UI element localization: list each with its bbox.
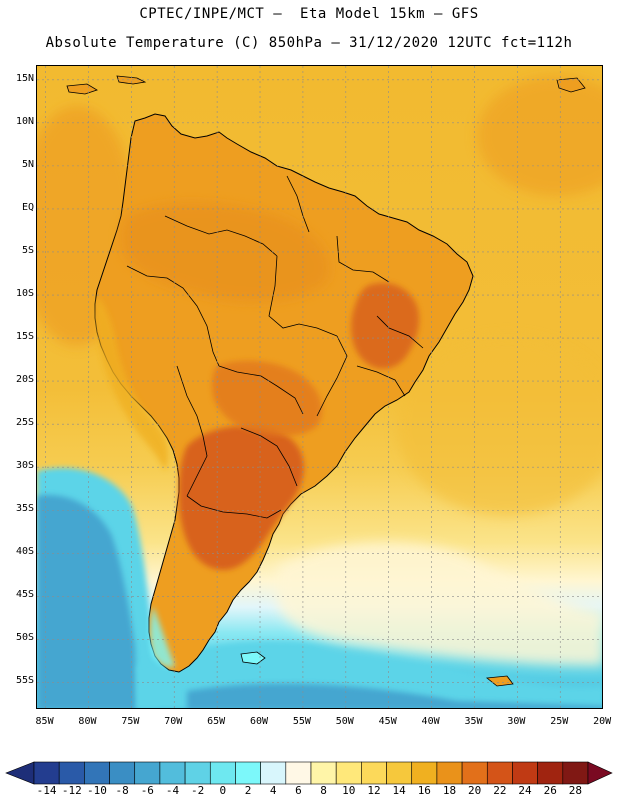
colorbar-label: 6	[295, 784, 302, 797]
hot-core-brazil	[351, 282, 420, 369]
colorbar-label: 20	[468, 784, 482, 797]
lat-label-35S: 35S	[15, 503, 34, 515]
colorbar-label: -8	[115, 784, 129, 797]
colorbar-label: 24	[518, 784, 532, 797]
colorbar-label: -6	[140, 784, 154, 797]
lon-label-60W: 60W	[249, 716, 269, 727]
colorbar-label: 12	[367, 784, 381, 797]
lon-label-70W: 70W	[164, 716, 183, 727]
lat-label-5N: 5N	[21, 158, 34, 170]
colorbar-label: -14	[36, 784, 57, 797]
colorbar-swatch-5	[159, 761, 186, 785]
colorbar-swatch-21	[562, 761, 589, 785]
chart-title-line-2: Absolute Temperature (C) 850hPa – 31/12/…	[45, 35, 573, 51]
lat-label-25S: 25S	[15, 417, 34, 429]
colorbar-label: 28	[568, 784, 583, 797]
country-borders	[126, 175, 424, 519]
colorbar-label: 14	[392, 784, 406, 797]
colorbar-label: -2	[191, 784, 205, 797]
colorbar-swatch-18	[486, 761, 513, 785]
colorbar-label: -12	[61, 784, 82, 797]
colorbar-swatch-14	[386, 761, 413, 785]
lat-lon-grid	[37, 66, 602, 708]
hot-core-south	[179, 426, 304, 570]
colorbar-swatch-16	[436, 761, 463, 785]
lon-label-35W: 35W	[464, 716, 483, 727]
colorbar-label: 2	[244, 784, 252, 797]
colorbar-label: 16	[417, 784, 431, 797]
colorbar-label: 26	[543, 784, 557, 797]
colorbar-swatch-13	[361, 761, 387, 785]
colorbar	[5, 761, 613, 785]
andes-cold	[95, 296, 168, 470]
lon-label-65W: 65W	[207, 716, 226, 727]
colorbar-swatch-17	[461, 761, 488, 785]
lat-label-40S: 40S	[15, 546, 34, 558]
lat-label-50S: 50S	[15, 632, 34, 644]
lat-label-10N: 10N	[15, 115, 34, 127]
colorbar-swatch-8	[235, 761, 261, 785]
lat-label-15N: 15N	[15, 72, 34, 84]
colorbar-swatch-9	[260, 761, 287, 785]
lat-label-EQ: EQ	[21, 201, 34, 213]
lon-label-80W: 80W	[78, 716, 97, 727]
colorbar-label: 18	[442, 784, 457, 797]
colorbar-label: 0	[219, 784, 227, 797]
colorbar-swatch-7	[209, 761, 236, 785]
lon-label-75W: 75W	[121, 716, 140, 727]
lat-label-10S: 10S	[15, 288, 34, 300]
colorbar-swatch-6	[184, 761, 211, 785]
colorbar-swatch-1	[58, 761, 85, 785]
lat-label-55S: 55S	[15, 675, 34, 687]
lat-label-20S: 20S	[15, 374, 34, 386]
lat-label-15S: 15S	[15, 331, 34, 343]
colorbar-swatch-3	[109, 761, 136, 785]
chart-title-line-1: CPTEC/INPE/MCT – Eta Model 15km – GFS	[139, 6, 479, 22]
colorbar-over-arrow	[587, 761, 613, 785]
cold-south-deep	[187, 683, 602, 708]
colorbar-label: 10	[342, 784, 356, 797]
lon-label-45W: 45W	[378, 716, 397, 727]
cold-pacific-deep	[37, 495, 137, 708]
colorbar-label: -10	[87, 784, 107, 797]
lon-label-20W: 20W	[593, 716, 612, 727]
falkland-islands	[240, 651, 266, 665]
colorbar-label: 8	[320, 784, 327, 797]
lat-label-30S: 30S	[15, 460, 34, 472]
map-canvas	[37, 66, 602, 708]
lon-label-50W: 50W	[335, 716, 354, 727]
patagonia-cold	[150, 606, 175, 668]
colorbar-swatch-20	[537, 761, 564, 785]
colorbar-label: -4	[165, 784, 180, 797]
lon-label-40W: 40W	[421, 716, 440, 727]
colorbar-swatch-12	[335, 761, 362, 785]
colorbar-swatch-19	[512, 761, 538, 785]
lat-label-5S: 5S	[21, 244, 34, 256]
colorbar-swatch-4	[134, 761, 161, 785]
colorbar-label: 22	[493, 784, 507, 797]
colorbar-swatch-11	[310, 761, 337, 785]
hot-core-central	[212, 360, 322, 436]
colorbar-swatch-15	[411, 761, 438, 785]
cool-plume	[277, 542, 602, 666]
colorbar-swatch-0	[33, 761, 60, 785]
lon-label-25W: 25W	[550, 716, 569, 727]
caribbean-islands	[66, 75, 586, 687]
warm-amazon	[121, 202, 330, 302]
colorbar-under-arrow	[5, 761, 35, 785]
lat-label-45S: 45S	[15, 589, 34, 601]
colorbar-label: 4	[269, 784, 277, 797]
temperature-map	[36, 65, 603, 709]
colorbar-swatch-2	[84, 761, 110, 785]
lon-label-30W: 30W	[507, 716, 526, 727]
lon-label-85W: 85W	[35, 716, 54, 727]
colorbar-swatch-10	[285, 761, 312, 785]
lon-label-55W: 55W	[292, 716, 311, 727]
